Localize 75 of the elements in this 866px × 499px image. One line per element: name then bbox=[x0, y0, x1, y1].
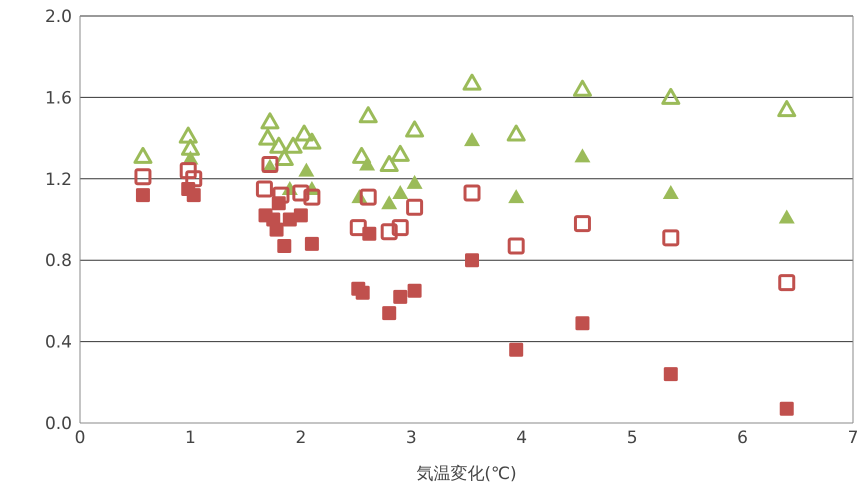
point bbox=[134, 168, 152, 186]
point bbox=[256, 180, 273, 198]
point bbox=[133, 146, 152, 164]
point bbox=[392, 185, 408, 200]
point bbox=[778, 274, 796, 292]
point bbox=[180, 162, 197, 180]
point bbox=[406, 198, 424, 216]
point bbox=[464, 184, 481, 202]
point bbox=[350, 219, 367, 236]
point bbox=[406, 174, 423, 189]
point bbox=[362, 226, 376, 241]
point bbox=[405, 120, 424, 138]
point bbox=[392, 219, 409, 236]
point bbox=[381, 195, 398, 210]
point bbox=[178, 126, 198, 144]
point bbox=[272, 186, 290, 204]
point bbox=[270, 222, 284, 237]
point bbox=[359, 156, 376, 171]
point bbox=[462, 74, 482, 91]
point bbox=[136, 188, 150, 202]
y-tick-label: 1.2 bbox=[44, 170, 72, 190]
point bbox=[780, 402, 794, 416]
point bbox=[393, 290, 408, 304]
point bbox=[272, 196, 286, 210]
point bbox=[304, 236, 319, 251]
point bbox=[508, 189, 524, 204]
point bbox=[358, 106, 378, 124]
point bbox=[380, 223, 398, 240]
point bbox=[574, 148, 590, 162]
y-tick-label: 0.8 bbox=[44, 251, 72, 272]
x-tick-label: 3 bbox=[406, 428, 417, 448]
point bbox=[506, 124, 526, 142]
point bbox=[574, 215, 591, 232]
x-tick-label: 0 bbox=[74, 428, 86, 448]
point bbox=[509, 342, 524, 357]
point bbox=[777, 100, 796, 118]
point bbox=[662, 185, 679, 200]
point bbox=[269, 136, 288, 154]
point bbox=[464, 132, 480, 146]
y-tick-label: 2.0 bbox=[44, 7, 72, 28]
point bbox=[294, 208, 308, 222]
point bbox=[380, 155, 399, 172]
point bbox=[258, 128, 278, 146]
point bbox=[185, 170, 202, 188]
y-tick-label: 0.0 bbox=[44, 414, 72, 434]
y-tick-label: 0.4 bbox=[44, 332, 72, 353]
point bbox=[352, 146, 372, 164]
point bbox=[277, 238, 292, 253]
point bbox=[303, 188, 320, 206]
x-tick-label: 6 bbox=[737, 428, 748, 448]
point bbox=[294, 124, 314, 142]
point bbox=[572, 80, 592, 97]
point bbox=[575, 316, 590, 330]
x-axis-title: 気温変化(℃) bbox=[416, 464, 517, 484]
point bbox=[390, 144, 410, 162]
point bbox=[382, 306, 396, 320]
x-tick-label: 1 bbox=[185, 428, 196, 448]
x-tick-label: 2 bbox=[295, 428, 306, 448]
x-tick-label: 7 bbox=[848, 428, 858, 448]
point bbox=[292, 184, 310, 202]
point bbox=[661, 88, 680, 105]
point bbox=[180, 138, 200, 156]
point bbox=[664, 367, 678, 382]
point bbox=[298, 162, 314, 177]
x-tick-label: 5 bbox=[626, 428, 638, 448]
point bbox=[778, 209, 795, 224]
point bbox=[260, 112, 280, 130]
point bbox=[408, 284, 422, 298]
point bbox=[465, 253, 480, 268]
y-tick-label: 1.6 bbox=[44, 88, 72, 108]
point bbox=[508, 237, 525, 254]
point bbox=[662, 229, 680, 246]
point bbox=[302, 132, 322, 150]
point bbox=[360, 188, 377, 206]
x-tick-label: 4 bbox=[516, 428, 528, 448]
